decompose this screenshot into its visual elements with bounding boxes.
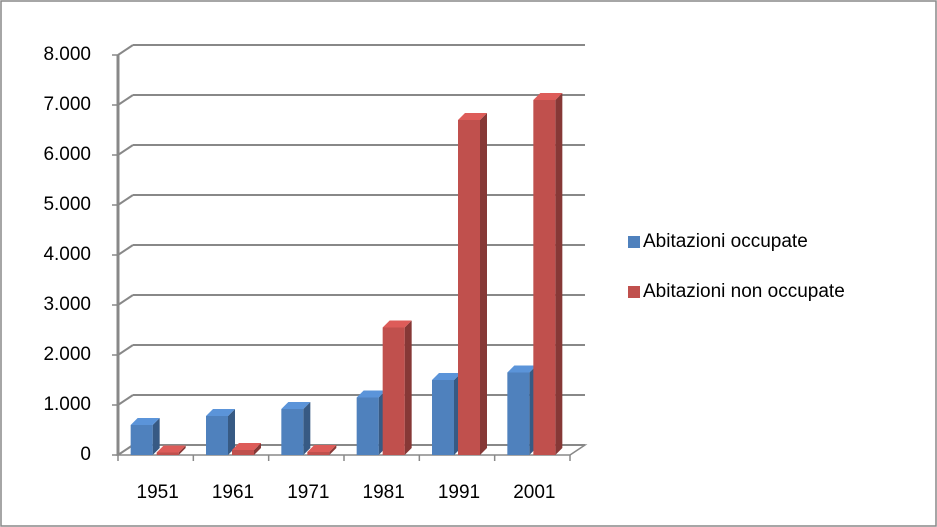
bar-top xyxy=(507,365,537,373)
bar-side xyxy=(178,445,186,455)
bar-side xyxy=(480,113,487,455)
grid-line xyxy=(117,44,134,56)
bar xyxy=(130,425,153,455)
bar-side xyxy=(303,402,311,455)
grid-line xyxy=(117,194,134,206)
bar-top xyxy=(432,373,461,380)
x-tick-label: 1971 xyxy=(287,482,329,503)
bar xyxy=(232,450,254,455)
grid-line xyxy=(117,344,134,356)
legend-swatch xyxy=(628,286,640,298)
y-tick-label: 7.000 xyxy=(43,94,91,115)
y-tick-label: 8.000 xyxy=(43,44,91,65)
legend-swatch xyxy=(628,236,640,248)
bar xyxy=(307,452,330,455)
bar-top xyxy=(130,418,160,425)
y-tick-label: 0 xyxy=(80,444,91,465)
bar-side xyxy=(329,445,337,455)
bar-top xyxy=(156,445,186,453)
bar xyxy=(458,120,480,455)
y-tick-label: 6.000 xyxy=(43,144,91,165)
x-tick-label: 1961 xyxy=(212,482,254,503)
legend-label: Abitazioni occupate xyxy=(643,231,808,252)
bar-side xyxy=(254,443,261,455)
bar-top xyxy=(232,443,261,450)
y-tick-label: 5.000 xyxy=(43,194,91,215)
bar-top xyxy=(307,445,337,452)
grid-line xyxy=(117,244,134,256)
bar-side xyxy=(404,320,412,455)
y-tick-label: 2.000 xyxy=(43,344,91,365)
y-tick-label: 1.000 xyxy=(43,394,91,415)
x-tick-label: 1951 xyxy=(137,482,179,503)
y-tick-label: 4.000 xyxy=(43,244,91,265)
bar xyxy=(533,100,556,455)
bar-side xyxy=(228,409,235,455)
bar-side xyxy=(152,418,160,455)
bar-top xyxy=(382,320,412,328)
x-tick-label: 2001 xyxy=(513,482,555,503)
bar xyxy=(507,372,530,455)
bar xyxy=(206,416,228,455)
grid-line xyxy=(117,294,134,306)
bar-top xyxy=(356,390,386,398)
grid-line xyxy=(117,394,134,406)
grid-line xyxy=(117,444,134,456)
x-tick-label: 1991 xyxy=(438,482,480,503)
bar-side xyxy=(555,93,563,455)
bar xyxy=(156,452,179,455)
bar xyxy=(382,327,405,455)
grid-line xyxy=(117,144,134,156)
x-tick-label: 1981 xyxy=(363,482,405,503)
grid-line xyxy=(117,94,134,106)
legend-label: Abitazioni non occupate xyxy=(643,281,845,302)
bar-top xyxy=(533,93,563,100)
bar-top xyxy=(281,402,311,409)
bar-top xyxy=(206,409,235,416)
bar xyxy=(432,380,454,455)
bar xyxy=(356,397,379,455)
bar xyxy=(281,409,304,455)
y-tick-label: 3.000 xyxy=(43,294,91,315)
bar-top xyxy=(458,113,487,120)
